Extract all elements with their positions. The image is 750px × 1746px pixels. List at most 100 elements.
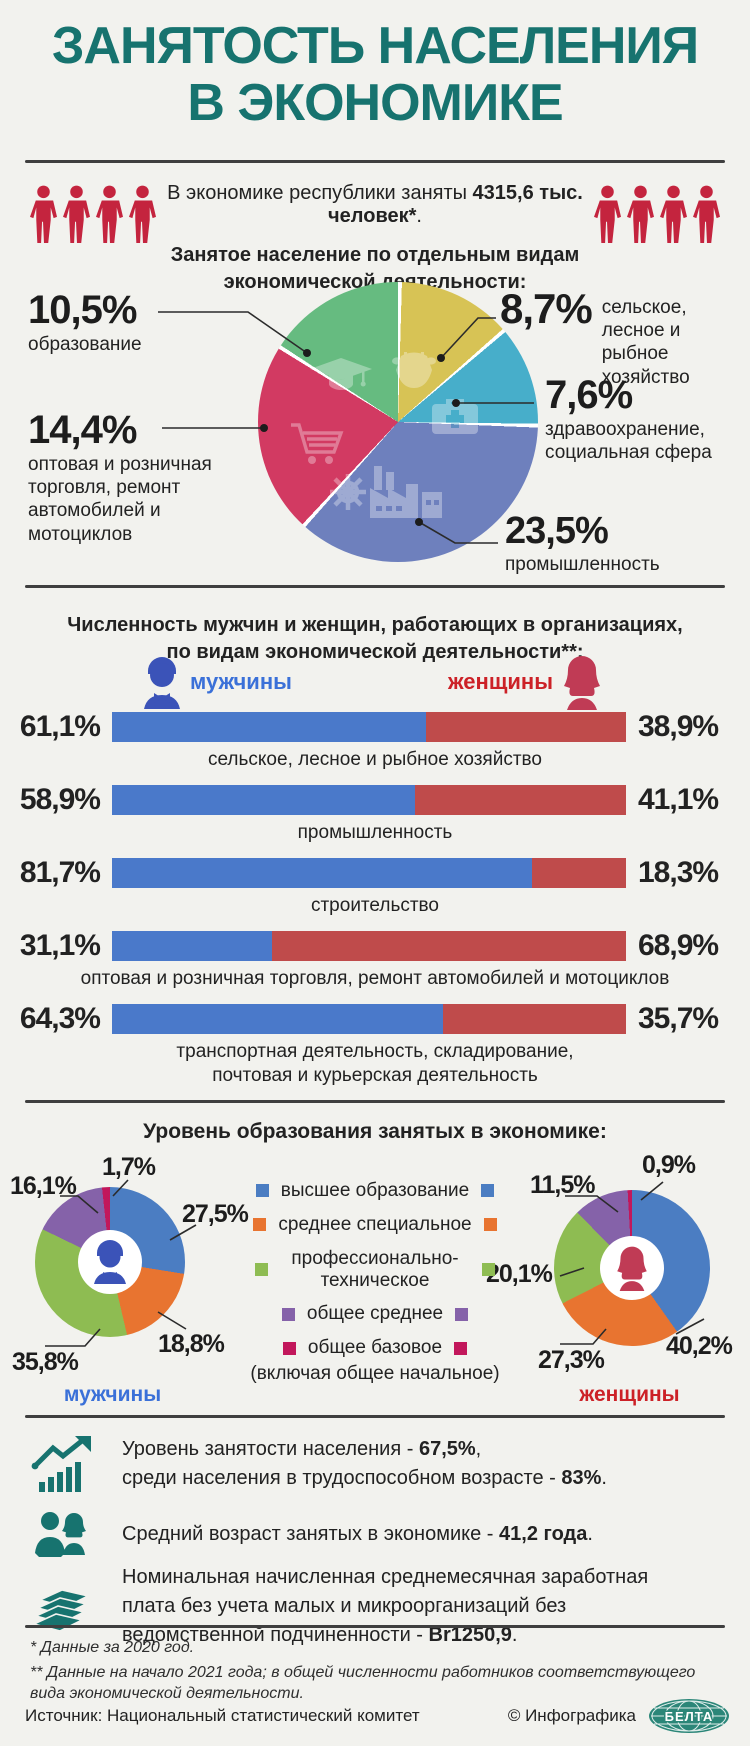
women-secondary-label: 11,5%: [530, 1171, 596, 1199]
page-title-line1: ЗАНЯТОСТЬ НАСЕЛЕНИЯ: [51, 17, 699, 75]
pie-label-health: 7,6% здравоохранение, социальная сфера: [545, 375, 725, 464]
women-basic-label: 0,9%: [642, 1151, 696, 1179]
female-bar-segment: [271, 931, 626, 961]
legend-swatch-icon: [482, 1263, 495, 1277]
intro-post: .: [416, 205, 422, 227]
men-education-donut: [35, 1187, 185, 1337]
stat-text-part: среди населения в трудоспособном возраст…: [122, 1467, 562, 1489]
stat-text-part: Средний возраст занятых в экономике -: [122, 1522, 500, 1545]
legend-label: высшее образование: [280, 1180, 470, 1201]
pie-label-education: 10,5% образование: [28, 290, 208, 356]
stat-text-part: .: [587, 1522, 593, 1545]
men-donut-label: мужчины: [63, 1383, 162, 1406]
legend-swatch-icon: [455, 1307, 469, 1321]
employment-section: В экономике республики заняты 4315,6 тыс…: [0, 170, 750, 585]
legend-sublabel: (включая общее начальное): [250, 1363, 500, 1385]
woman-icon: [617, 1246, 647, 1291]
legend-swatch-icon: [255, 1263, 268, 1277]
footer: Источник: Национальный статистический ко…: [25, 1698, 730, 1734]
woman-icon: [564, 656, 600, 710]
female-percent: 68,9%: [638, 929, 719, 962]
bars-title-line1: Численность мужчин и женщин, работающих …: [67, 614, 683, 636]
stat-text: Номинальная начисленная среднемесячная з…: [122, 1563, 687, 1650]
bar-row: 81,7% 18,3% строительство: [0, 856, 750, 918]
person-icon: [594, 185, 621, 243]
growth-chart-icon: [30, 1436, 94, 1492]
stats-section: Уровень занятости населения - 67,5%, сре…: [0, 1415, 750, 1646]
page-title-line2: В ЭКОНОМИКЕ: [187, 74, 563, 133]
male-bar-segment: [112, 858, 532, 888]
men-higher-label: 27,5%: [182, 1200, 249, 1228]
pie-chart-title-line2: экономической деятельности:: [223, 271, 527, 293]
pie-label-trade: 14,4% оптовая и розничная торговля, ремо…: [28, 410, 218, 546]
stat-text: Уровень занятости населения - 67,5%, сре…: [122, 1435, 607, 1493]
bar-row: 31,1% 68,9% оптовая и розничная торговля…: [0, 929, 750, 991]
male-legend: мужчины: [142, 654, 292, 710]
divider: [25, 1625, 725, 1628]
stat-text-part: ,: [475, 1438, 482, 1460]
footnotes: * Данные за 2020 год. ** Данные на начал…: [30, 1638, 720, 1708]
women-special-label: 27,3%: [538, 1346, 605, 1374]
male-percent: 81,7%: [19, 856, 101, 889]
bar-category: оптовая и розничная торговля, ремонт авт…: [80, 968, 670, 989]
female-legend: женщины: [448, 654, 603, 710]
bar-row: 64,3% 35,7% транспортная деятельность, с…: [0, 1002, 750, 1088]
bar-row: 61,1% 38,9% сельское, лесное и рыбное хо…: [0, 710, 750, 772]
stat-text: Средний возраст занятых в экономике - 41…: [122, 1520, 593, 1549]
stat-value: 41,2 года: [499, 1522, 588, 1545]
person-icon: [30, 185, 57, 243]
women-vocational-label: 20,1%: [486, 1260, 553, 1288]
money-icon: [30, 1580, 94, 1634]
education-legend: высшее образование среднее специальное п…: [230, 1180, 520, 1385]
pie-value-education: 10,5%: [28, 288, 137, 332]
stacked-bar: [112, 858, 626, 888]
pie-caption-trade: оптовая и розничная торговля, ремонт авт…: [28, 454, 212, 545]
footnote-2: ** Данные на начало 2021 года; в общей ч…: [30, 1663, 696, 1702]
male-percent: 31,1%: [19, 929, 101, 962]
male-percent: 64,3%: [19, 1002, 101, 1035]
men-secondary-label: 16,1%: [10, 1172, 77, 1200]
stat-text-part: .: [511, 1624, 518, 1646]
legend-swatch-icon: [281, 1307, 295, 1321]
men-special-label: 18,8%: [158, 1330, 225, 1358]
legend-label: профессионально-техническое: [291, 1247, 459, 1291]
intro-text: В экономике республики заняты 4315,6 тыс…: [120, 182, 630, 228]
male-percent: 58,9%: [19, 783, 101, 816]
bar-category: сельское, лесное и рыбное хозяйство: [207, 749, 542, 770]
pie-value-trade: 14,4%: [28, 408, 137, 452]
stat-row-employment-rate: Уровень занятости населения - 67,5%, сре…: [30, 1435, 735, 1493]
stacked-bar: [112, 931, 626, 961]
medical-bag-icon: [432, 399, 478, 434]
person-icon: [129, 185, 156, 243]
pie-chart-title-line1: Занятое население по отдельным видам: [170, 244, 580, 266]
bar-category: промышленность: [297, 822, 453, 843]
male-percent: 61,1%: [19, 710, 101, 743]
education-section: Уровень образования занятых в экономике:: [0, 1100, 750, 1415]
pie-value-industry: 23,5%: [505, 510, 609, 552]
divider: [25, 1415, 725, 1418]
bar-category: транспортная деятельность, складирование…: [176, 1041, 574, 1086]
shopping-cart-icon: [291, 423, 344, 464]
male-bar-segment: [112, 931, 272, 961]
page-title: ЗАНЯТОСТЬ НАСЕЛЕНИЯ В ЭКОНОМИКЕ: [0, 17, 750, 133]
female-percent: 35,7%: [638, 1002, 719, 1035]
female-legend-label: женщины: [448, 669, 553, 694]
stat-row-average-age: Средний возраст занятых в экономике - 41…: [30, 1511, 735, 1557]
svg-text:БЕЛТА: БЕЛТА: [665, 1709, 714, 1724]
legend-item-basic: общее базовое: [230, 1337, 520, 1359]
female-percent: 38,9%: [638, 710, 719, 743]
stat-value: Br1250,9: [428, 1624, 512, 1646]
pie-caption-agriculture: сельское, лесное и рыбное хозяйство: [601, 297, 690, 388]
pie-value-agriculture: 8,7%: [500, 285, 593, 332]
legend-item-secondary: общее среднее: [230, 1303, 520, 1325]
person-icon: [660, 185, 687, 243]
people-icons-left: [30, 184, 156, 246]
legend-label: среднее специальное: [278, 1213, 472, 1235]
male-bar-segment: [112, 785, 415, 815]
legend-swatch-icon: [454, 1341, 468, 1355]
men-basic-label: 1,7%: [102, 1153, 156, 1181]
employment-pie-chart: [258, 282, 538, 562]
education-title: Уровень образования занятых в экономике:: [143, 1120, 607, 1143]
pie-label-agriculture: 8,7% сельское, лесное и рыбное хозяйство: [500, 288, 735, 389]
divider: [25, 160, 725, 163]
